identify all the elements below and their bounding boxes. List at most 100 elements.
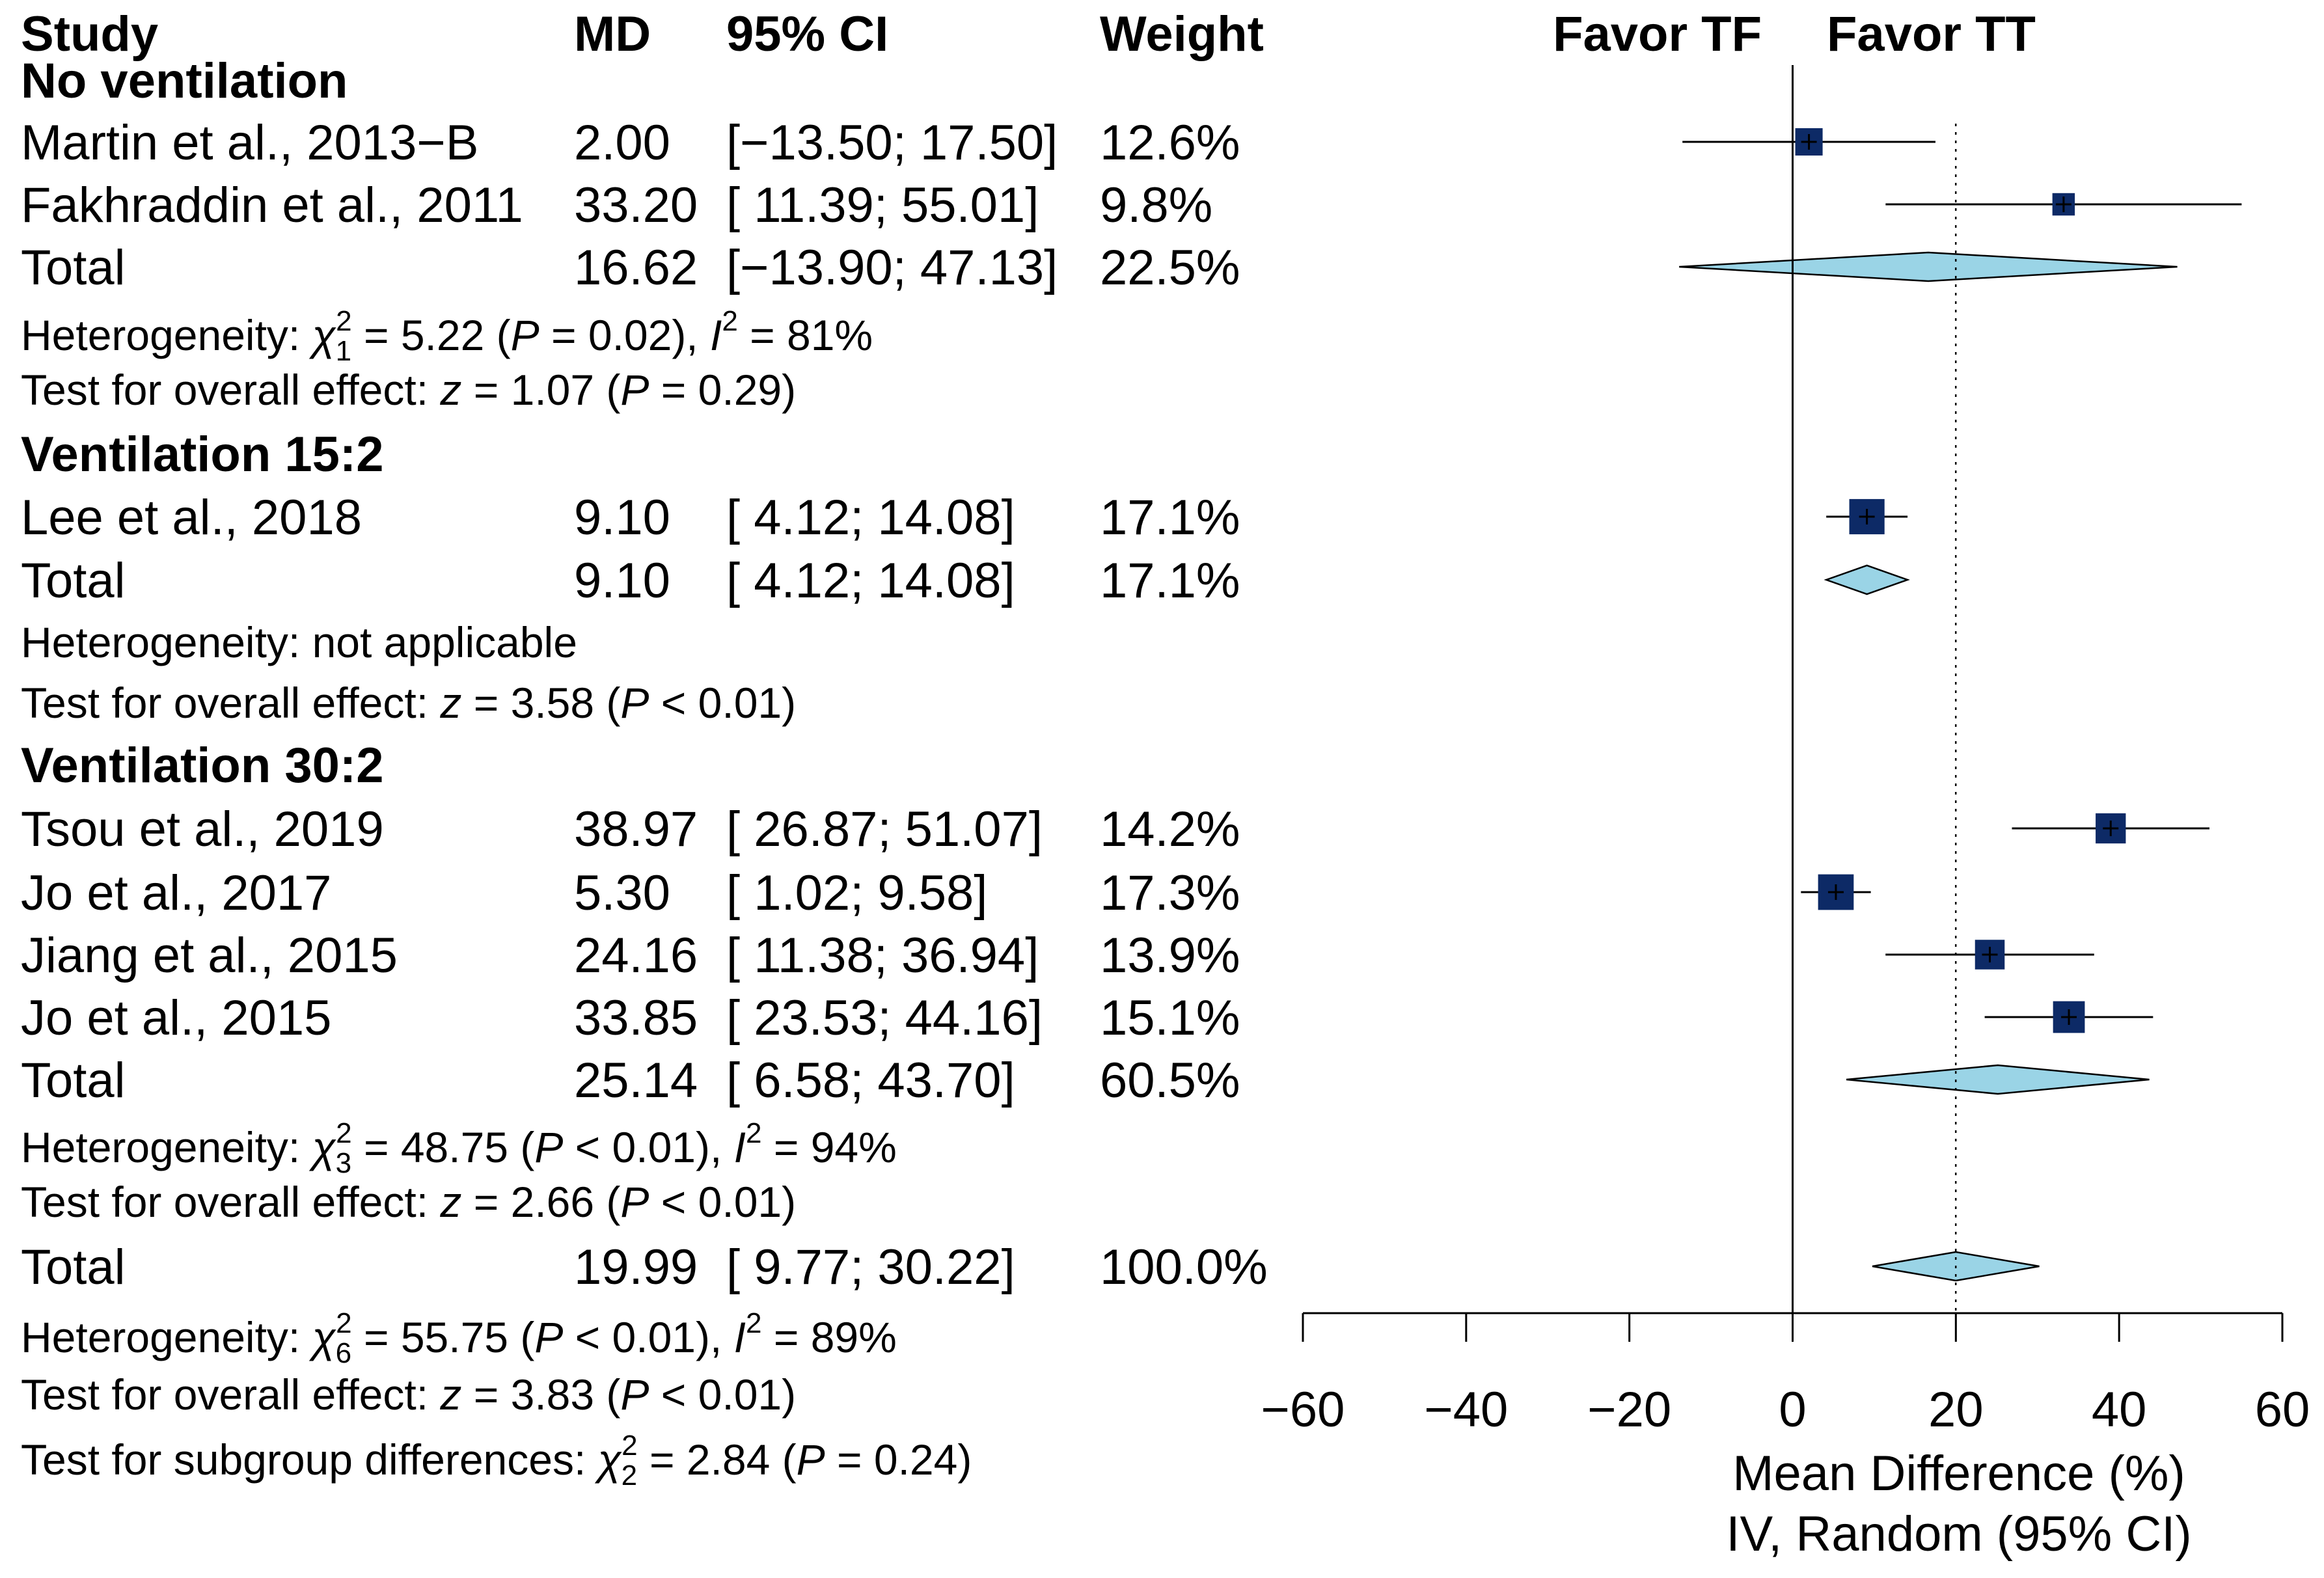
- subgroup-diamond: [1846, 1064, 2150, 1095]
- statistics-text-part: P: [620, 1370, 649, 1419]
- study-name: Lee et al., 2018: [21, 490, 362, 545]
- study-name: Fakhraddin et al., 2011: [21, 178, 523, 233]
- statistics-text-part: 6: [336, 1337, 351, 1369]
- study-ci-value: [ 11.39; 55.01]: [726, 178, 1039, 233]
- statistics-text-part: Test for overall effect:: [21, 366, 440, 414]
- x-axis-tick-label: 0: [1779, 1382, 1806, 1437]
- study-ci-value: [ 4.12; 14.08]: [726, 490, 1015, 545]
- statistics-text-part: 2: [622, 1430, 637, 1462]
- statistics-text-part: 2: [336, 305, 351, 337]
- subgroup-diamond: [1679, 251, 2178, 282]
- statistics-text-part: < 0.01): [649, 1370, 796, 1419]
- x-axis: −60 −40 −20 0 20 40 60: [1261, 65, 2310, 1437]
- statistics-text: Test for subgroup differences: χ22 = 2.8…: [21, 1430, 972, 1491]
- x-axis-tick-label: −20: [1587, 1382, 1671, 1437]
- total-md-value: 16.62: [574, 240, 698, 295]
- subgroup-label: No ventilation: [21, 53, 348, 109]
- study-name: Jo et al., 2017: [21, 865, 331, 921]
- total-name: Total: [21, 240, 126, 295]
- study-md-value: 2.00: [574, 115, 670, 170]
- statistics-text-part: Heterogeneity:: [21, 311, 312, 359]
- statistics-text-part: 1: [336, 335, 351, 367]
- forest-marks: [1679, 128, 2242, 1282]
- statistics-text: Test for overall effect: z = 3.83 (P < 0…: [21, 1370, 796, 1419]
- study-ci-value: [ 11.38; 36.94]: [726, 928, 1039, 983]
- x-axis-tick-label: −40: [1424, 1382, 1508, 1437]
- statistics-text: Heterogeneity: not applicable: [21, 618, 577, 666]
- statistics-text-part: < 0.01),: [563, 1123, 733, 1171]
- total-name: Total: [21, 1240, 126, 1295]
- study-md-value: 33.85: [574, 990, 698, 1046]
- statistics-text-part: Heterogeneity: not applicable: [21, 618, 577, 666]
- study-weight-value: 17.3%: [1100, 865, 1240, 921]
- statistics-text: Test for overall effect: z = 3.58 (P < 0…: [21, 679, 796, 727]
- statistics-text-part: P: [511, 311, 540, 359]
- statistics-text-part: P: [534, 1123, 563, 1171]
- total-weight-value: 17.1%: [1100, 553, 1240, 608]
- study-ci-value: [−13.50; 17.50]: [726, 115, 1058, 170]
- total-md-value: 25.14: [574, 1053, 698, 1108]
- x-axis-tick-label: 20: [1928, 1382, 1984, 1437]
- statistics-text-part: Test for overall effect:: [21, 1178, 440, 1226]
- statistics-text-part: Heterogeneity:: [21, 1123, 312, 1171]
- statistics-text-part: = 81%: [738, 311, 873, 359]
- total-ci-value: [ 4.12; 14.08]: [726, 553, 1015, 608]
- statistics-text-part: P: [620, 366, 649, 414]
- header-study: Study: [21, 7, 158, 62]
- statistics-text-part: P: [620, 1178, 649, 1226]
- total-md-value: 19.99: [574, 1240, 698, 1295]
- study-md-value: 33.20: [574, 178, 698, 233]
- statistics-text: Heterogeneity: χ32 = 48.75 (P < 0.01), I…: [21, 1117, 897, 1179]
- statistics-text-part: 2: [336, 1117, 351, 1149]
- x-axis-tick-label: −60: [1261, 1382, 1345, 1437]
- total-weight-value: 22.5%: [1100, 240, 1240, 295]
- total-name: Total: [21, 553, 126, 608]
- header-ci: 95% CI: [726, 7, 888, 62]
- statistics-text-part: = 48.75 (: [352, 1123, 535, 1171]
- statistics-text-part: 2: [746, 1307, 761, 1339]
- statistics-text-part: = 0.24): [825, 1435, 972, 1484]
- favor-right-label: Favor TT: [1827, 7, 2036, 62]
- statistics-text-part: < 0.01),: [563, 1313, 733, 1361]
- statistics-text-part: = 3.83 (: [461, 1370, 620, 1419]
- statistics-text-part: χ: [309, 311, 336, 359]
- statistics-text-part: Heterogeneity:: [21, 1313, 312, 1361]
- statistics-text-part: = 3.58 (: [461, 679, 620, 727]
- x-axis-subtitle: IV, Random (95% CI): [1726, 1506, 2191, 1562]
- total-weight-value: 100.0%: [1100, 1240, 1268, 1295]
- statistics-text-part: < 0.01): [649, 1178, 796, 1226]
- subgroup-label: Ventilation 30:2: [21, 738, 384, 793]
- subgroup-diamond: [1824, 564, 1910, 595]
- statistics-text-part: = 55.75 (: [352, 1313, 535, 1361]
- statistics-text-part: 2: [722, 305, 737, 337]
- statistics-text-part: = 2.84 (: [638, 1435, 797, 1484]
- statistics-text-part: χ: [309, 1313, 336, 1361]
- statistics-text-part: z: [439, 1370, 461, 1419]
- header-weight: Weight: [1100, 7, 1264, 62]
- statistics-text-part: 2: [336, 1307, 351, 1339]
- statistics-text-part: z: [439, 1178, 461, 1226]
- statistics-text-part: 2: [622, 1460, 637, 1491]
- study-weight-value: 14.2%: [1100, 802, 1240, 857]
- study-name: Jiang et al., 2015: [21, 928, 398, 983]
- statistics-text-part: Test for overall effect:: [21, 679, 440, 727]
- total-md-value: 9.10: [574, 553, 670, 608]
- statistics-text-part: z: [439, 366, 461, 414]
- statistics-text: Test for overall effect: z = 2.66 (P < 0…: [21, 1178, 796, 1226]
- study-md-value: 24.16: [574, 928, 698, 983]
- study-ci-value: [ 1.02; 9.58]: [726, 865, 987, 921]
- statistics-text-part: χ: [595, 1435, 622, 1484]
- study-name: Martin et al., 2013−B: [21, 115, 478, 170]
- study-weight-value: 12.6%: [1100, 115, 1240, 170]
- study-md-value: 38.97: [574, 802, 698, 857]
- study-md-value: 9.10: [574, 490, 670, 545]
- total-weight-value: 60.5%: [1100, 1053, 1240, 1108]
- favor-left-label: Favor TF: [1553, 7, 1762, 62]
- statistics-text-part: < 0.01): [649, 679, 796, 727]
- subgroup-label: Ventilation 15:2: [21, 427, 384, 482]
- statistics-text: Heterogeneity: χ62 = 55.75 (P < 0.01), I…: [21, 1307, 897, 1369]
- statistics-text-part: P: [797, 1435, 825, 1484]
- statistics-text-part: Test for overall effect:: [21, 1370, 440, 1419]
- statistics-text-part: Test for subgroup differences:: [21, 1435, 598, 1484]
